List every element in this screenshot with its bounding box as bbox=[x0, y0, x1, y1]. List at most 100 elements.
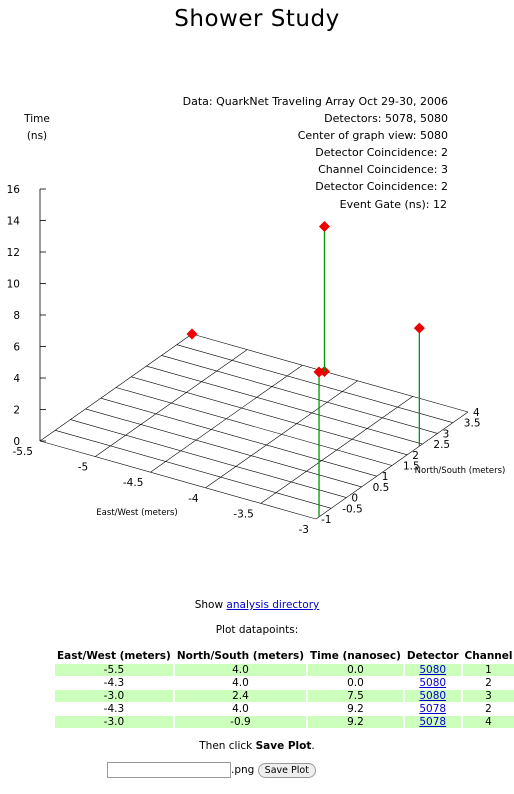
info-channel-coincidence-line: Channel Coincidence: 3 bbox=[318, 163, 448, 176]
cell-time: 9.2 bbox=[308, 716, 403, 728]
info-center-line: Center of graph view: 5080 bbox=[297, 129, 448, 142]
east-west-tick-label: -4 bbox=[188, 493, 199, 505]
east-west-tick-label: -5 bbox=[78, 462, 88, 474]
time-tick-label: 12 bbox=[7, 247, 20, 259]
cell-channel: 1 bbox=[462, 664, 514, 676]
header-channel: Channel bbox=[464, 650, 513, 662]
save-plot-button[interactable]: Save Plot bbox=[257, 762, 316, 778]
north-south-axis-label: North/South (meters) bbox=[415, 466, 506, 476]
cell-north-south: -0.9 bbox=[174, 716, 306, 728]
north-south-tick-label: 1 bbox=[382, 471, 389, 483]
north-south-tick-label: 3 bbox=[443, 428, 450, 440]
data-point-marker bbox=[313, 366, 325, 378]
east-west-axis-label: East/West (meters) bbox=[96, 508, 177, 518]
time-axis-label: Time bbox=[23, 113, 50, 125]
info-detectors-line: Detectors: 5078, 5080 bbox=[324, 112, 448, 125]
cell-east-west: -4.3 bbox=[103, 703, 125, 715]
detector-link[interactable]: 5080 bbox=[419, 677, 447, 689]
time-tick-label: 4 bbox=[13, 373, 20, 385]
cell-channel: 3 bbox=[462, 690, 514, 702]
east-west-tick-label: -4.5 bbox=[123, 477, 144, 489]
table-row: -3.0 2.4 7.5 5080 3 bbox=[55, 690, 514, 702]
info-detector-coincidence-line: Detector Coincidence: 2 bbox=[315, 146, 448, 159]
show-prefix: Show bbox=[194, 599, 224, 611]
cell-detector: 5080 bbox=[404, 690, 461, 702]
detector-link[interactable]: 5078 bbox=[419, 716, 447, 728]
cell-channel: 4 bbox=[462, 716, 514, 728]
cell-north-south: 4.0 bbox=[232, 677, 249, 689]
data-point-marker bbox=[413, 322, 425, 334]
cell-detector: 5078 bbox=[405, 703, 461, 715]
cell-north-south: 2.4 bbox=[174, 690, 306, 702]
cell-time: 0.0 bbox=[308, 664, 403, 676]
page-title: Shower Study bbox=[174, 6, 340, 32]
plot-3d: 0246810121416Time(ns)-5.5-5-4.5-4-3.5-3E… bbox=[7, 113, 506, 536]
cell-detector: 5078 bbox=[404, 716, 461, 728]
grid-line-ew bbox=[131, 376, 408, 456]
time-tick-label: 10 bbox=[7, 279, 20, 291]
east-west-tick-label: -3.5 bbox=[233, 508, 254, 520]
cell-east-west: -5.5 bbox=[55, 664, 173, 676]
grid-line-ew bbox=[70, 419, 347, 498]
time-tick-label: 6 bbox=[13, 342, 20, 354]
grid-line-ew bbox=[146, 365, 423, 445]
detector-link[interactable]: 5080 bbox=[419, 690, 447, 702]
grid-line-ew bbox=[115, 387, 393, 466]
north-south-tick-label: 1.5 bbox=[403, 461, 420, 473]
cell-detector: 5080 bbox=[404, 664, 461, 676]
cell-east-west: -3.0 bbox=[55, 716, 173, 728]
table-row: -4.3 4.0 0.0 5080 2 bbox=[55, 677, 514, 689]
north-south-tick-label: 4 bbox=[473, 407, 480, 419]
info-event-gate-line: Event Gate (ns): 12 bbox=[339, 198, 447, 211]
plot-datapoints-label: Plot datapoints: bbox=[215, 624, 299, 636]
then-click-end: . bbox=[311, 740, 315, 752]
north-south-tick-label: 0 bbox=[351, 493, 358, 505]
cell-channel: 2 bbox=[485, 703, 492, 715]
detector-link[interactable]: 5080 bbox=[419, 664, 447, 676]
header-east-west: East/West (meters) bbox=[57, 650, 171, 662]
png-extension-label: .png bbox=[231, 764, 255, 776]
east-west-tick-label: -5.5 bbox=[13, 446, 34, 458]
then-click-text: Then click bbox=[199, 740, 253, 752]
grid-line-ew bbox=[161, 355, 438, 434]
table-header-row: East/West (meters) North/South (meters) … bbox=[55, 649, 514, 663]
cell-east-west: -4.3 bbox=[103, 677, 125, 689]
time-tick-label: 14 bbox=[7, 216, 21, 228]
data-point-marker bbox=[318, 221, 330, 233]
detector-link[interactable]: 5078 bbox=[419, 703, 447, 715]
cell-north-south: 4.0 bbox=[174, 664, 306, 676]
analysis-directory-link[interactable]: analysis directory bbox=[226, 599, 320, 611]
time-tick-label: 16 bbox=[7, 184, 21, 196]
table-row: -5.5 4.0 0.0 5080 1 bbox=[55, 664, 514, 676]
east-west-tick-label: -3 bbox=[299, 524, 309, 536]
info-data-line: Data: QuarkNet Traveling Array Oct 29-30… bbox=[182, 95, 448, 108]
grid-line-ew bbox=[191, 333, 469, 413]
header-north-south: North/South (meters) bbox=[176, 650, 304, 662]
north-south-tick-label: -0.5 bbox=[342, 503, 363, 515]
data-point-marker bbox=[186, 328, 198, 340]
show-line: Show analysis directory bbox=[0, 599, 514, 611]
time-tick-label: 0 bbox=[13, 436, 20, 448]
cell-time: 7.5 bbox=[308, 690, 403, 702]
cell-time: 0.0 bbox=[347, 677, 364, 689]
info-detector-coincidence-line-2: Detector Coincidence: 2 bbox=[315, 180, 448, 193]
grid-line-ew bbox=[100, 397, 377, 477]
north-south-tick-label: 2 bbox=[412, 450, 419, 462]
cell-north-south: 4.0 bbox=[232, 703, 249, 715]
header-time: Time (nanosec) bbox=[310, 650, 401, 662]
grid-line-ew bbox=[39, 440, 317, 520]
grid-line-ew bbox=[176, 344, 453, 423]
then-click-line: Then click Save Plot. bbox=[0, 740, 514, 752]
cell-channel: 2 bbox=[485, 677, 492, 689]
north-south-tick-label: 3.5 bbox=[464, 418, 481, 430]
time-tick-label: 2 bbox=[13, 405, 20, 417]
grid-line-ew bbox=[55, 430, 332, 509]
time-axis-unit-label: (ns) bbox=[27, 130, 47, 142]
grid-line-ew bbox=[85, 408, 362, 488]
filename-input[interactable] bbox=[107, 762, 231, 778]
cell-time: 9.2 bbox=[347, 703, 364, 715]
time-tick-label: 8 bbox=[13, 310, 20, 322]
save-row: .png Save Plot bbox=[107, 762, 316, 778]
cell-east-west: -3.0 bbox=[55, 690, 173, 702]
table-row: -4.3 4.0 9.2 5078 2 bbox=[55, 703, 514, 715]
